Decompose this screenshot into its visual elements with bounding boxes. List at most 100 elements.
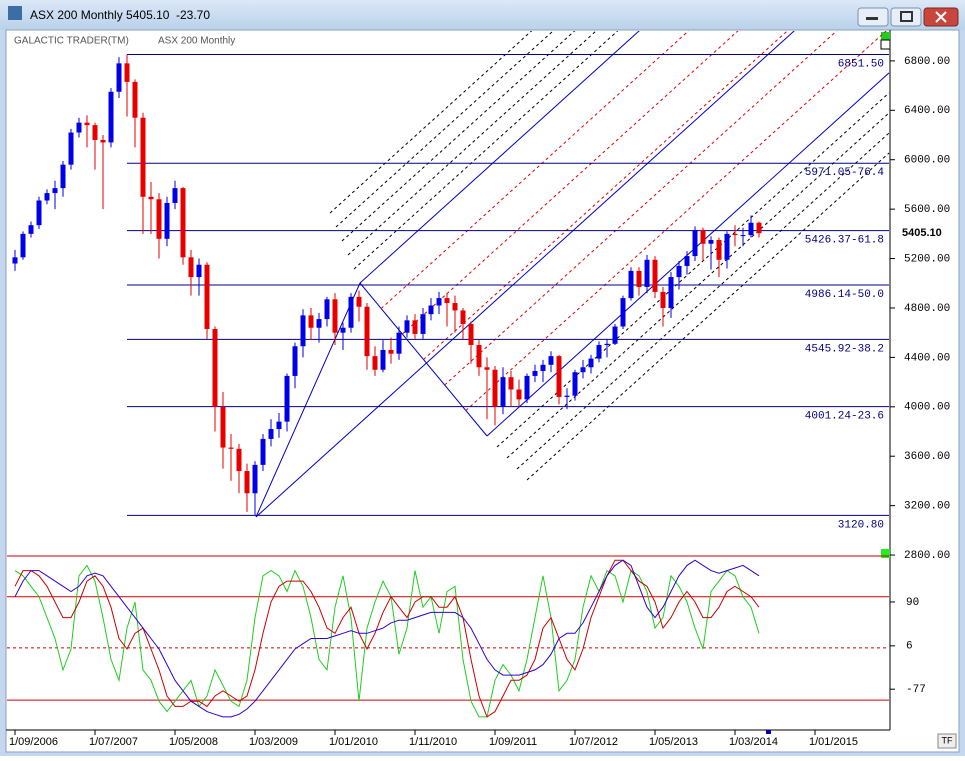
maximize-button[interactable] (890, 7, 922, 27)
y-tick-label: -77 (906, 684, 926, 696)
candle-body (44, 193, 50, 201)
candle-body (660, 291, 666, 308)
panel-marker (881, 32, 890, 40)
candle-body (684, 256, 690, 266)
candle-body (428, 305, 434, 315)
candle-body (516, 389, 522, 400)
chart-area (5, 29, 960, 753)
y-tick-label: 4000.00 (904, 402, 950, 414)
candle-body (268, 429, 274, 439)
candle-body (604, 343, 610, 346)
candle-body (36, 200, 42, 226)
candle-body (596, 345, 602, 359)
trend-line (341, 31, 576, 242)
close-icon (935, 11, 947, 23)
trend-line (465, 31, 887, 411)
trend-line (255, 282, 361, 518)
candle-body (116, 63, 122, 92)
level-label: 5971.05-76.4 (805, 167, 885, 179)
candle-body (276, 421, 282, 430)
title-bar (0, 0, 965, 30)
y-tick-label: 3200.00 (904, 501, 950, 513)
chart-subtitle: ASX 200 Monthly (158, 36, 235, 47)
candle-body (500, 377, 506, 407)
candle-body (300, 315, 306, 347)
candle-body (188, 257, 194, 278)
trend-line (347, 31, 597, 256)
level-label: 3120.80 (838, 519, 884, 531)
y-tick-label: 6400.00 (904, 105, 950, 117)
timeframe-button-label: TF (942, 735, 953, 745)
candle-body (580, 367, 586, 373)
y-tick-label: 5200.00 (904, 253, 950, 265)
trend-line (444, 31, 838, 386)
x-tick-label: 1/09/2006 (9, 736, 58, 748)
candle-body (156, 199, 162, 239)
candle-body (244, 471, 250, 494)
candle-body (164, 202, 170, 239)
trend-line (335, 31, 554, 228)
window-title: ASX 200 Monthly 5405.10 (30, 8, 170, 22)
candle-body (740, 235, 746, 237)
scroll-marker (766, 730, 771, 734)
level-label: 4986.14-50.0 (805, 289, 884, 301)
candle-body (332, 299, 338, 333)
candle-body (628, 270, 634, 299)
x-tick-label: 1/07/2012 (569, 736, 618, 748)
y-tick-label: 90 (906, 597, 919, 609)
candle-body (468, 324, 474, 346)
candle-body (676, 265, 682, 278)
y-tick-label: 5600.00 (904, 204, 950, 216)
candle-body (612, 326, 618, 344)
candle-body (668, 277, 674, 308)
candle-body (532, 370, 538, 376)
candle-body (652, 259, 658, 292)
candle-body (508, 377, 514, 390)
candle-body (572, 372, 578, 396)
indicator-line (14, 564, 760, 718)
candle-body (124, 63, 130, 82)
candle-body (372, 356, 378, 370)
candle-body (412, 320, 418, 334)
minimize-icon (866, 17, 878, 20)
level-label: 6851.50 (838, 58, 884, 70)
x-tick-label: 1/05/2013 (649, 736, 698, 748)
candle-body (196, 264, 202, 278)
candle-body (84, 122, 90, 126)
candle-body (212, 328, 218, 407)
candle-body (12, 257, 18, 264)
candle-body (492, 369, 498, 407)
trend-line (359, 31, 640, 284)
candle-body (348, 296, 354, 328)
candle-body (700, 230, 706, 244)
timeframe-button[interactable] (937, 733, 957, 749)
candle-body (28, 225, 34, 234)
candle-body (452, 303, 458, 311)
x-tick-label: 1/05/2008 (169, 736, 218, 748)
candle-body (748, 222, 754, 236)
candle-body (708, 240, 714, 244)
last-price-label: 5405.10 (902, 227, 942, 239)
candle-body (100, 139, 106, 143)
x-tick-label: 1/11/2010 (409, 736, 457, 748)
candle-body (148, 196, 154, 200)
candle-body (404, 320, 410, 333)
candle-body (308, 315, 314, 328)
candle-body (476, 345, 482, 368)
candle-body (636, 270, 642, 287)
candle-body (228, 447, 234, 449)
candle-body (388, 349, 394, 354)
candle-body (380, 349, 386, 370)
last-price-box (896, 226, 956, 241)
app-icon (8, 6, 22, 20)
candle-body (732, 233, 738, 236)
candle-body (364, 306, 370, 357)
y-tick-label: 6000.00 (904, 155, 950, 167)
candle-body (620, 298, 626, 327)
panel-marker (881, 549, 890, 558)
candle-body (396, 332, 402, 354)
x-tick-label: 1/01/2015 (809, 736, 858, 748)
candle-body (692, 230, 698, 257)
candle-body (132, 81, 138, 118)
price-panel (12, 31, 890, 518)
